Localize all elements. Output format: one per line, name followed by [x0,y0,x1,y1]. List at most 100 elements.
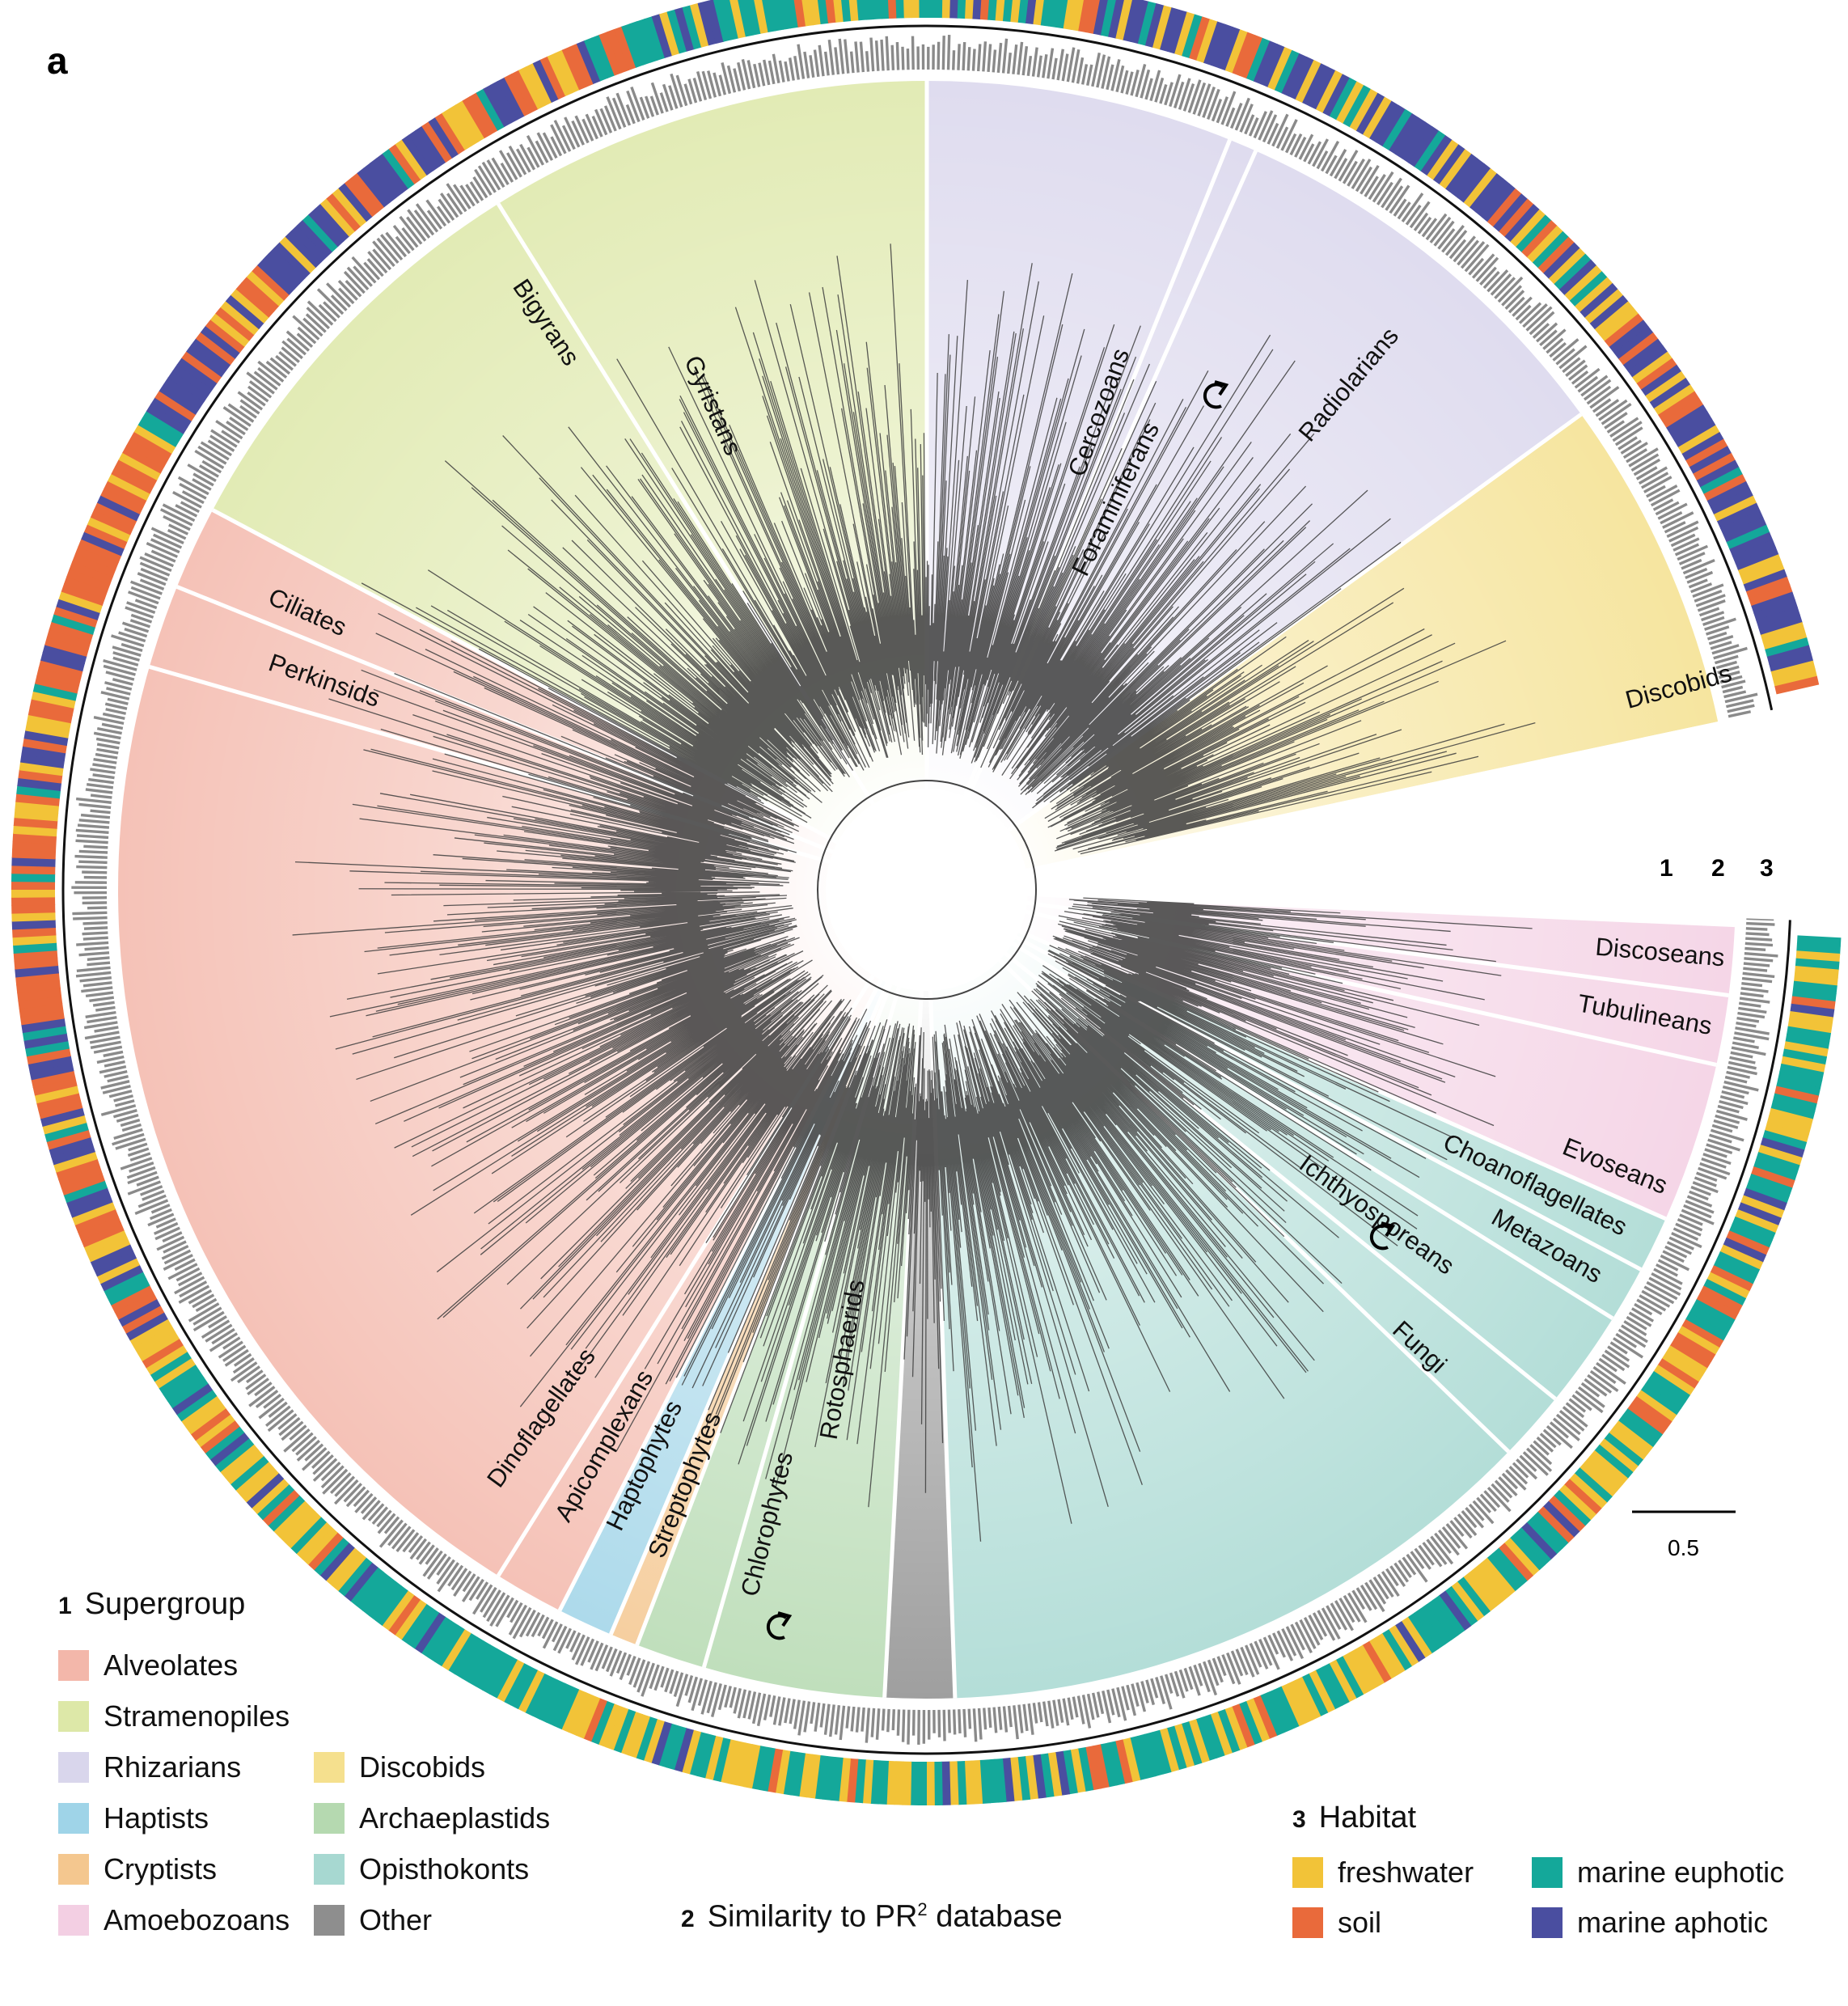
habitat-segment [1280,1682,1307,1727]
habitat-segment [290,225,328,263]
habitat-segment [1439,149,1473,190]
habitat-segment [225,1449,264,1485]
habitat-segment [1622,1408,1663,1442]
habitat-segment [104,480,147,508]
habitat-segment [1294,1676,1322,1720]
habitat-segment [591,34,615,79]
habitat-segment [957,0,966,19]
habitat-segment [1445,154,1479,194]
habitat-segment [1737,1202,1782,1226]
habitat-segment [1457,1576,1491,1617]
habitat-segment [93,502,137,528]
habitat-segment [468,1644,498,1687]
habitat-segment [1729,531,1774,557]
scale-bar-label: 0.5 [1668,1535,1699,1560]
habitat-segment [1363,96,1393,139]
habitat-segment [1745,576,1791,600]
habitat-segment [349,1567,384,1606]
habitat-segment [643,1718,665,1763]
habitat-segment [583,37,608,82]
habitat-segment [1589,1449,1629,1485]
similarity-bars [71,34,1778,1745]
habitat-segment [1794,965,1839,979]
habitat-segment [448,104,479,146]
habitat-segment [1486,1552,1522,1592]
habitat-segment [1444,1585,1478,1627]
habitat-segment [838,1757,852,1802]
habitat-segment [1302,63,1330,107]
habitat-segment [40,1107,85,1127]
legend-item-marine-aphotic: marine aphotic [1532,1906,1768,1940]
habitat-segment [1748,1173,1793,1196]
habitat-segment [636,19,658,63]
habitat-segment [159,1364,201,1395]
habitat-segment [362,1576,396,1617]
habitat-segment [1743,569,1788,593]
habitat-segment [525,62,552,107]
habitat-segment [1666,404,1708,435]
habitat-segment [628,21,651,66]
habitat-segment [42,1115,87,1135]
habitat-segment [1493,193,1529,233]
habitat-segment [1492,1547,1528,1587]
habitat-segment [1267,46,1293,91]
habitat-segment [1381,1629,1412,1671]
habitat-segment [1238,1700,1262,1746]
habitat-segment [532,59,560,104]
habitat-segment [285,231,322,269]
habitat-segment [344,1562,378,1602]
habitat-segment [51,1144,95,1166]
habitat-segment [133,1325,176,1355]
habitat-segment [1181,1721,1203,1766]
legend-swatch [314,1905,345,1936]
habitat-segment [107,1278,150,1306]
habitat-segment [78,538,122,564]
habitat-segment [22,1025,67,1041]
habitat-segment [387,1594,421,1636]
habitat-segment [1301,1673,1329,1717]
habitat-segment [357,167,391,208]
habitat-segment [798,1753,814,1798]
habitat-segment [886,1760,897,1805]
habitat-segment [856,0,867,21]
habitat-segment [1706,480,1750,509]
legend-swatch [314,1854,345,1885]
habitat-segment [650,1720,672,1766]
habitat-segment [1451,1581,1485,1622]
habitat-segment [612,1708,636,1754]
ichthyosporeans-arrow-icon-head [1381,1221,1396,1238]
habitat-segment [1085,0,1101,34]
habitat-segment [44,637,90,657]
habitat-segment [262,252,301,290]
habitat-segment [1726,1230,1770,1256]
habitat-segment [167,370,209,403]
legend-swatch [314,1803,345,1834]
habitat-segment [1757,1145,1803,1166]
habitat-segment [1055,0,1069,29]
habitat-segment [1755,1152,1800,1174]
habitat-segment [11,881,56,890]
habitat-segment [17,988,62,1001]
habitat-segment [428,116,459,159]
habitat-segment [927,0,936,19]
habitat-segment [1093,0,1109,36]
habitat-segment [489,81,518,124]
habitat-segment [20,753,65,768]
habitat-segment [421,121,453,163]
habitat-segment [511,70,539,113]
habitat-segment [1548,1495,1586,1533]
habitat-segment [576,40,602,85]
habitat-segment [1636,1390,1677,1423]
habitat-segment [979,1759,991,1804]
habitat-segment [817,0,829,25]
habitat-segment [400,1603,433,1644]
habitat-segment [1315,1666,1343,1710]
habitat-segment [125,438,169,468]
habitat-segment [1457,163,1491,204]
habitat-segment [1167,9,1188,54]
habitat-segment [697,1,717,46]
habitat-segment [1644,1377,1686,1409]
habitat-segment [814,1754,828,1800]
legend-item-other: Other [314,1903,432,1937]
foraminiferans-arrow-icon-head [1214,380,1229,396]
